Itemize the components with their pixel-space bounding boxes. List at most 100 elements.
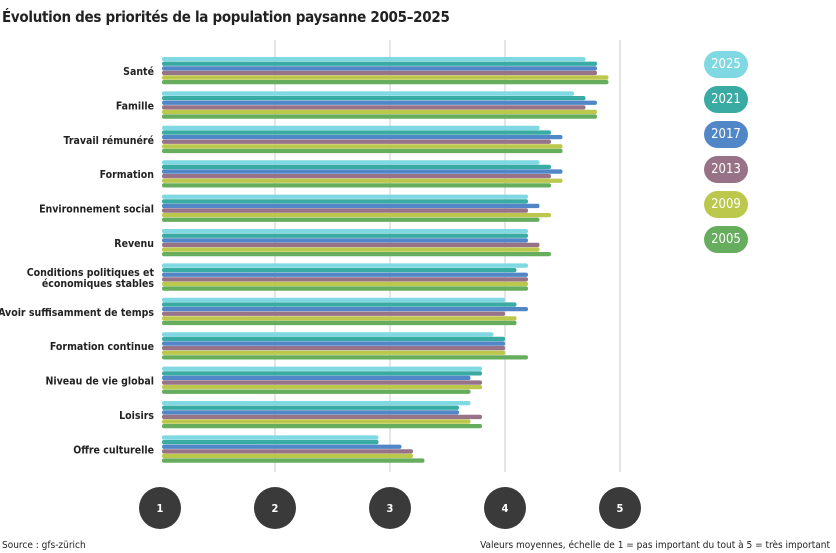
bar-2009 bbox=[162, 144, 563, 149]
x-tick-label: 4 bbox=[502, 502, 509, 515]
bar-2013 bbox=[162, 174, 551, 179]
scale-note: Valeurs moyennes, échelle de 1 = pas imp… bbox=[480, 540, 830, 551]
bar-2009 bbox=[162, 281, 528, 287]
bar-2017 bbox=[162, 375, 471, 381]
bar-2025 bbox=[162, 263, 528, 268]
category-label: Offre culturelle bbox=[73, 444, 154, 456]
tick-circle bbox=[369, 487, 411, 529]
bar-2009 bbox=[162, 247, 540, 252]
bar-2021 bbox=[162, 199, 528, 204]
legend-item-2005: 2005 bbox=[704, 226, 748, 253]
bar-2021 bbox=[162, 336, 505, 342]
legend-item-2009: 2009 bbox=[704, 191, 748, 218]
bar-2013 bbox=[162, 242, 540, 248]
x-tick-label: 5 bbox=[617, 502, 624, 515]
bar-2025 bbox=[162, 332, 494, 337]
bar-2005 bbox=[162, 355, 528, 360]
category-label: Famille bbox=[116, 100, 154, 112]
bar-2005 bbox=[162, 424, 482, 429]
bar-2005 bbox=[162, 80, 609, 85]
bar-2005 bbox=[162, 217, 540, 222]
bar-2025 bbox=[162, 57, 586, 62]
category-label: économiques stables bbox=[42, 278, 155, 290]
legend-item-2021: 2021 bbox=[704, 86, 748, 113]
bar-2005 bbox=[162, 183, 551, 188]
bar-2025 bbox=[162, 125, 540, 131]
bar-2005 bbox=[162, 114, 597, 119]
bar-2009 bbox=[162, 316, 517, 321]
bar-2017 bbox=[162, 444, 402, 449]
x-tick-label: 2 bbox=[272, 502, 279, 515]
category-label: Formation continue bbox=[50, 341, 154, 353]
bar-2025 bbox=[162, 91, 574, 96]
bar-2013 bbox=[162, 139, 551, 144]
chart-title: Évolution des priorités de la population… bbox=[2, 8, 450, 26]
category-label: Conditions politiques et bbox=[27, 267, 155, 279]
bar-2009 bbox=[162, 419, 471, 424]
bar-2013 bbox=[162, 346, 505, 351]
bar-2017 bbox=[162, 238, 528, 243]
bar-2021 bbox=[162, 164, 551, 170]
bar-2005 bbox=[162, 148, 563, 154]
category-label: Loisirs bbox=[119, 410, 154, 422]
x-tick-label: 3 bbox=[387, 502, 394, 515]
bar-2017 bbox=[162, 307, 528, 312]
bar-2025 bbox=[162, 194, 528, 199]
category-label: Formation bbox=[100, 169, 154, 181]
tick-circle bbox=[484, 487, 526, 529]
bar-2013 bbox=[162, 105, 586, 110]
bar-2009 bbox=[162, 385, 482, 390]
tick-circle bbox=[254, 487, 296, 529]
bar-2025 bbox=[162, 401, 471, 406]
bar-2021 bbox=[162, 440, 379, 445]
bar-2013 bbox=[162, 380, 482, 385]
bar-2009 bbox=[162, 178, 563, 183]
bar-2013 bbox=[162, 277, 528, 282]
bar-2017 bbox=[162, 135, 563, 140]
bar-2021 bbox=[162, 96, 586, 101]
legend-item-2025: 2025 bbox=[704, 51, 748, 78]
tick-circle bbox=[599, 487, 641, 529]
bar-2025 bbox=[162, 366, 482, 371]
bar-2025 bbox=[162, 160, 540, 165]
bar-2005 bbox=[162, 458, 425, 463]
bar-2009 bbox=[162, 75, 609, 80]
bar-2025 bbox=[162, 297, 505, 303]
category-label: Niveau de vie global bbox=[46, 376, 155, 388]
category-label: Revenu bbox=[114, 238, 154, 250]
bar-2005 bbox=[162, 389, 471, 394]
legend-item-2013: 2013 bbox=[704, 156, 748, 183]
bar-2017 bbox=[162, 66, 597, 71]
bar-2017 bbox=[162, 203, 540, 209]
category-label: Santé bbox=[123, 66, 154, 78]
bar-2025 bbox=[162, 435, 379, 440]
bar-2017 bbox=[162, 410, 459, 415]
bar-2013 bbox=[162, 208, 528, 213]
bar-2009 bbox=[162, 109, 597, 115]
bar-2021 bbox=[162, 233, 528, 238]
bar-2005 bbox=[162, 286, 528, 291]
bar-2021 bbox=[162, 302, 517, 307]
bar-2017 bbox=[162, 272, 528, 277]
bar-2017 bbox=[162, 169, 563, 174]
bar-2009 bbox=[162, 213, 551, 218]
category-label: Travail rémunéré bbox=[64, 135, 154, 147]
bar-2017 bbox=[162, 341, 505, 346]
bar-2005 bbox=[162, 320, 517, 326]
bar-2021 bbox=[162, 130, 551, 135]
bar-2009 bbox=[162, 350, 505, 355]
bar-2021 bbox=[162, 405, 459, 410]
legend-item-2017: 2017 bbox=[704, 121, 748, 148]
bar-2021 bbox=[162, 371, 482, 376]
bar-2021 bbox=[162, 268, 517, 273]
bar-2009 bbox=[162, 453, 413, 459]
bar-2017 bbox=[162, 100, 597, 105]
bar-2013 bbox=[162, 414, 482, 420]
tick-circle bbox=[139, 487, 181, 529]
bar-2025 bbox=[162, 229, 528, 234]
x-tick-label: 1 bbox=[157, 502, 164, 515]
category-label: Avoir suffisamment de temps bbox=[0, 307, 154, 319]
bar-2013 bbox=[162, 449, 413, 454]
